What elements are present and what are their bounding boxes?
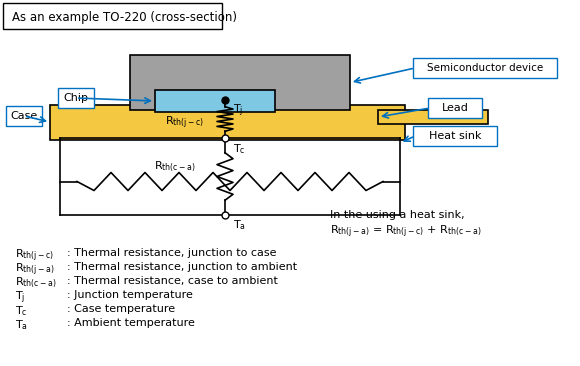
Text: R$_\mathregular{th(j-a)}$: R$_\mathregular{th(j-a)}$ bbox=[15, 262, 55, 279]
FancyBboxPatch shape bbox=[6, 106, 42, 126]
Text: Semiconductor device: Semiconductor device bbox=[427, 63, 543, 73]
FancyBboxPatch shape bbox=[413, 126, 497, 146]
FancyBboxPatch shape bbox=[428, 98, 482, 118]
Text: T$_\mathregular{j}$: T$_\mathregular{j}$ bbox=[233, 103, 244, 119]
FancyBboxPatch shape bbox=[413, 58, 557, 78]
Text: R$_\mathregular{th(c-a)}$: R$_\mathregular{th(c-a)}$ bbox=[15, 276, 57, 290]
Text: As an example TO-220 (cross-section): As an example TO-220 (cross-section) bbox=[12, 11, 237, 25]
Text: R$_\mathregular{th(j-a)}$ = R$_\mathregular{th(j-c)}$ + R$_\mathregular{th(c-a)}: R$_\mathregular{th(j-a)}$ = R$_\mathregu… bbox=[330, 224, 481, 240]
Text: R$_\mathregular{th(j-c)}$: R$_\mathregular{th(j-c)}$ bbox=[165, 115, 205, 131]
Text: T$_\mathregular{c}$: T$_\mathregular{c}$ bbox=[15, 304, 28, 318]
Bar bbox=[155, 90, 275, 112]
FancyBboxPatch shape bbox=[3, 3, 222, 29]
Text: In the using a heat sink,: In the using a heat sink, bbox=[330, 210, 465, 220]
Text: T$_\mathregular{c}$: T$_\mathregular{c}$ bbox=[233, 142, 246, 156]
Text: T$_\mathregular{a}$: T$_\mathregular{a}$ bbox=[233, 218, 246, 232]
Bar bbox=[130, 55, 350, 110]
Text: : Thermal resistance, case to ambient: : Thermal resistance, case to ambient bbox=[67, 276, 278, 286]
Bar bbox=[378, 110, 488, 124]
Bar bbox=[50, 105, 405, 140]
Text: : Junction temperature: : Junction temperature bbox=[67, 290, 193, 300]
Text: : Thermal resistance, junction to ambient: : Thermal resistance, junction to ambien… bbox=[67, 262, 297, 272]
FancyBboxPatch shape bbox=[58, 88, 94, 108]
Text: : Thermal resistance, junction to case: : Thermal resistance, junction to case bbox=[67, 248, 277, 258]
Text: Case: Case bbox=[10, 111, 38, 121]
Text: R$_\mathregular{th(c-a)}$: R$_\mathregular{th(c-a)}$ bbox=[154, 159, 196, 174]
Text: Heat sink: Heat sink bbox=[429, 131, 481, 141]
Text: Chip: Chip bbox=[63, 93, 89, 103]
Text: R$_\mathregular{th(j-c)}$: R$_\mathregular{th(j-c)}$ bbox=[15, 248, 54, 264]
Text: : Ambient temperature: : Ambient temperature bbox=[67, 318, 195, 328]
Text: T$_\mathregular{a}$: T$_\mathregular{a}$ bbox=[15, 318, 28, 332]
Text: Lead: Lead bbox=[441, 103, 469, 113]
Text: : Case temperature: : Case temperature bbox=[67, 304, 175, 314]
Text: T$_\mathregular{j}$: T$_\mathregular{j}$ bbox=[15, 290, 26, 306]
